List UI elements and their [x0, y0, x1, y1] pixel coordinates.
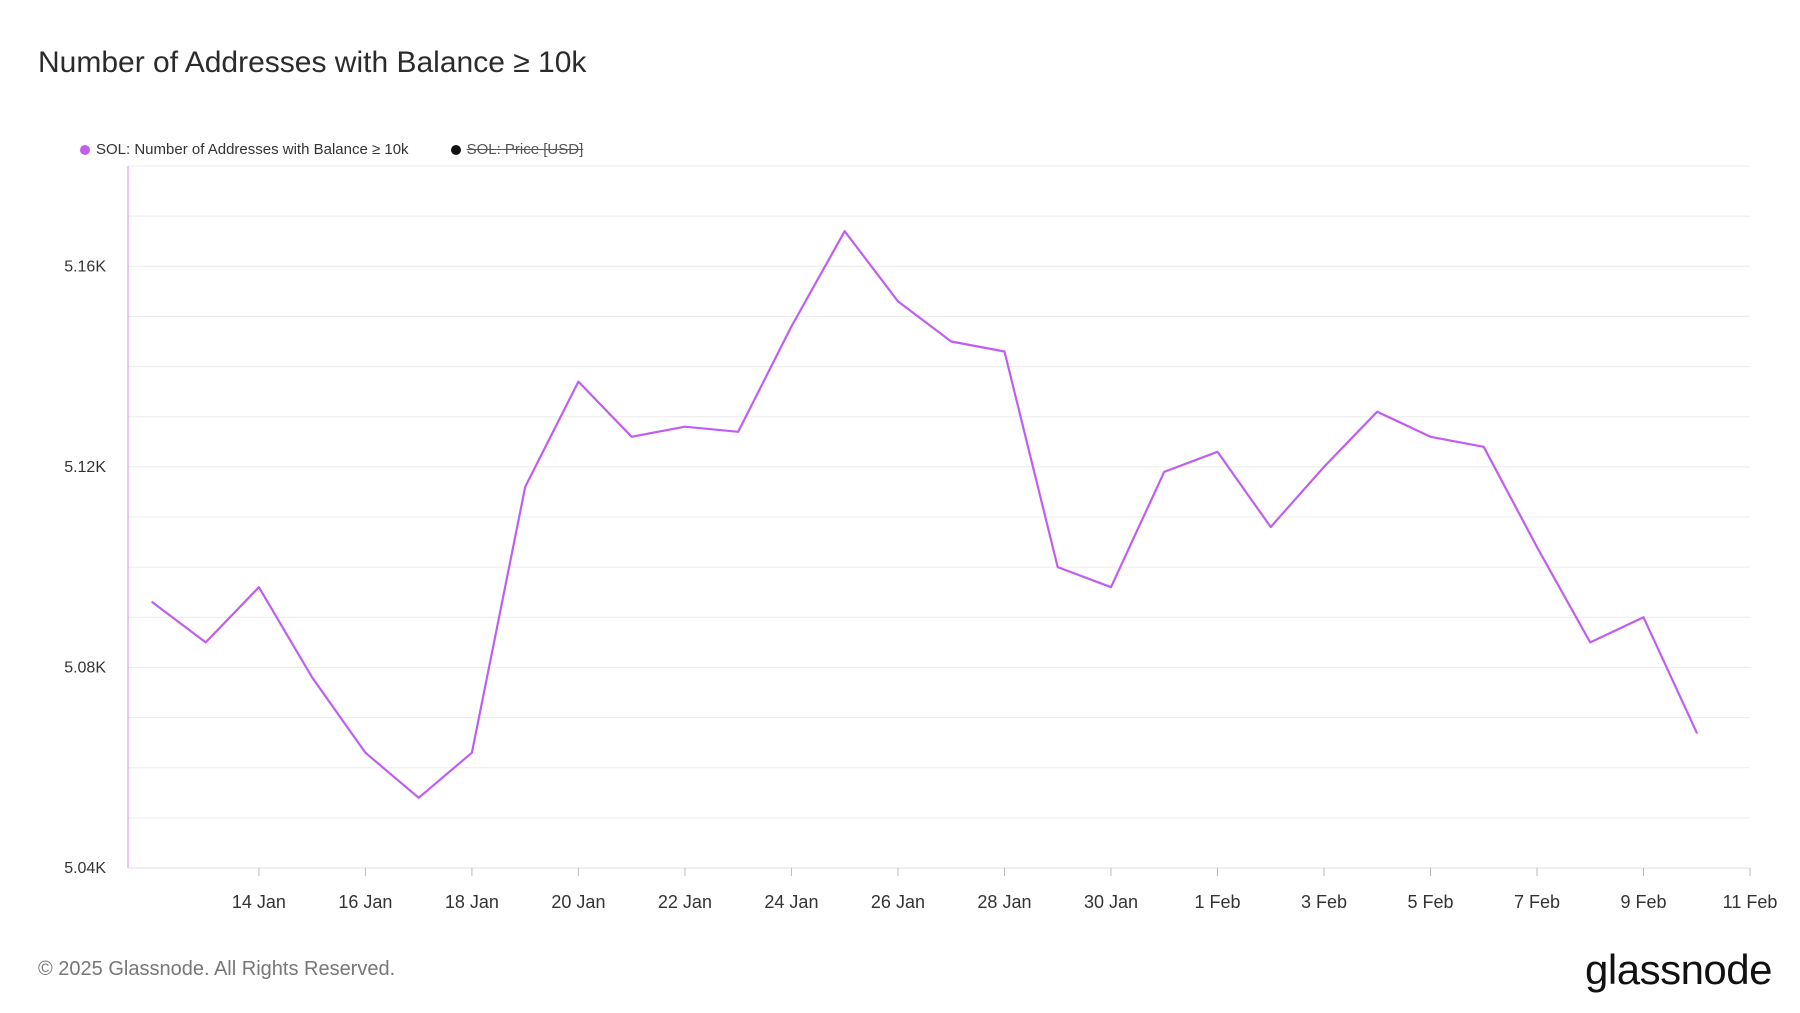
- x-tick-label: 22 Jan: [658, 892, 712, 912]
- legend-label-addresses: SOL: Number of Addresses with Balance ≥ …: [96, 141, 409, 158]
- series-line-addresses: [151, 230, 1698, 799]
- x-tick-label: 16 Jan: [338, 892, 392, 912]
- legend-item-addresses[interactable]: SOL: Number of Addresses with Balance ≥ …: [80, 141, 409, 158]
- y-tick-label: 5.16K: [64, 258, 106, 275]
- y-tick-label: 5.04K: [64, 860, 106, 877]
- legend: SOL: Number of Addresses with Balance ≥ …: [80, 141, 583, 158]
- x-tick-label: 1 Feb: [1194, 892, 1240, 912]
- x-tick-label: 20 Jan: [551, 892, 605, 912]
- chart-title: Number of Addresses with Balance ≥ 10k: [38, 46, 587, 79]
- x-tick-label: 24 Jan: [764, 892, 818, 912]
- x-tick-label: 28 Jan: [977, 892, 1031, 912]
- y-axis: 5.04K 5.08K 5.12K 5.16K: [64, 258, 106, 877]
- series-layer: [151, 230, 1698, 799]
- legend-dot-price: [450, 144, 461, 155]
- y-tick-label: 5.12K: [64, 459, 106, 476]
- x-tick-label: 5 Feb: [1407, 892, 1453, 912]
- glassnode-logo: glassnode: [1585, 946, 1772, 993]
- x-tick-label: 11 Feb: [1723, 892, 1778, 912]
- x-tick-label: 18 Jan: [445, 892, 499, 912]
- x-tick-label: 7 Feb: [1514, 892, 1560, 912]
- grid-lines: [127, 165, 1750, 869]
- copyright-text: © 2025 Glassnode. All Rights Reserved.: [38, 958, 396, 980]
- legend-dot-addresses: [80, 144, 90, 155]
- x-tick-label: 30 Jan: [1084, 892, 1138, 912]
- x-tick-label: 26 Jan: [871, 892, 925, 912]
- legend-item-price[interactable]: SOL: Price [USD]: [450, 141, 584, 158]
- y-tick-label: 5.08K: [64, 659, 106, 676]
- x-tick-label: 9 Feb: [1620, 892, 1666, 912]
- x-tick-label: 3 Feb: [1301, 892, 1347, 912]
- x-tick-label: 14 Jan: [232, 892, 286, 912]
- legend-label-price: SOL: Price [USD]: [466, 141, 584, 158]
- x-axis: 14 Jan 16 Jan 18 Jan 20 Jan 22 Jan 24 Jan 26 J…: [232, 868, 1777, 912]
